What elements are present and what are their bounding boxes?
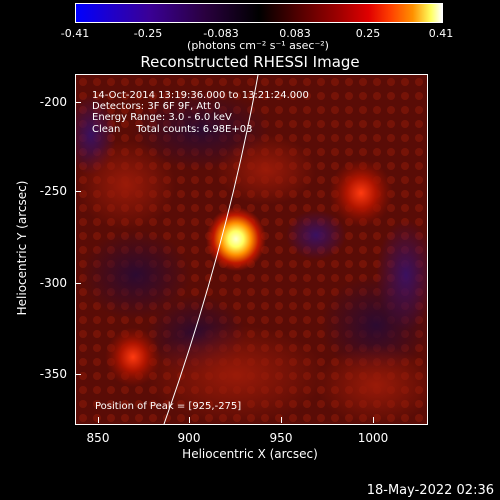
solar-limb: [163, 75, 259, 424]
peak-position: Position of Peak = [925,-275]: [95, 401, 241, 412]
y-tick-mark: [75, 191, 81, 192]
y-tick-mark: [75, 374, 81, 375]
x-tick-label: 850: [86, 431, 110, 445]
clean-counts: Clean Total counts: 6.98E+03: [92, 124, 252, 135]
secondary-source: [105, 327, 161, 387]
colorbar-tick: 0.25: [355, 27, 381, 40]
y-tick-label: -250: [39, 184, 67, 198]
plot-title: Reconstructed RHESSI Image: [140, 53, 360, 71]
colorbar-tick: -0.41: [60, 27, 90, 40]
rhessi-image: 14-Oct-2014 13:19:36.000 to 13:21:24.000…: [75, 74, 428, 425]
energy-range: Energy Range: 3.0 - 6.0 keV: [92, 112, 232, 123]
time-range: 14-Oct-2014 13:19:36.000 to 13:21:24.000: [92, 90, 309, 101]
y-tick-label: -300: [39, 276, 67, 290]
x-tick-mark: [98, 417, 99, 423]
colorbar-tick: 0.083: [279, 27, 311, 40]
y-tick-label: -350: [39, 367, 67, 381]
colorbar-units: (photons cm⁻² s⁻¹ asec⁻²): [187, 39, 329, 52]
colorbar-tick: -0.083: [203, 27, 239, 40]
y-tick-mark: [75, 102, 81, 103]
x-axis-label: Heliocentric X (arcsec): [182, 447, 318, 461]
colorbar-tick: -0.25: [133, 27, 163, 40]
x-tick-mark: [373, 417, 374, 423]
colorbar: [75, 3, 443, 23]
y-tick-label: -200: [39, 95, 67, 109]
x-tick-label: 950: [269, 431, 293, 445]
x-tick-label: 1000: [357, 431, 389, 445]
y-axis-label: Heliocentric Y (arcsec): [15, 180, 29, 316]
colorbar-tick: 0.41: [428, 27, 454, 40]
x-tick-label: 900: [177, 431, 201, 445]
y-tick-mark: [75, 283, 81, 284]
x-tick-mark: [189, 417, 190, 423]
secondary-source: [329, 159, 393, 227]
x-tick-mark: [281, 417, 282, 423]
detectors-text: Detectors: 3F 6F 9F, Att 0: [92, 101, 220, 112]
generated-date: 18-May-2022 02:36: [366, 483, 494, 498]
image-map: 14-Oct-2014 13:19:36.000 to 13:21:24.000…: [76, 75, 427, 424]
peak-source: [206, 207, 266, 271]
